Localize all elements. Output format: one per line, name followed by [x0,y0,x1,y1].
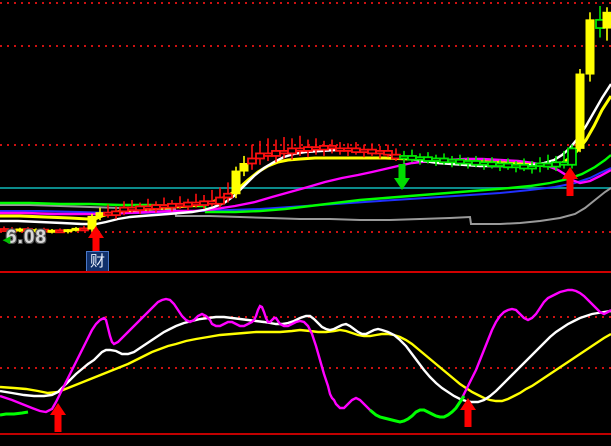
candle-body [367,148,377,155]
candle-body [55,229,65,234]
candle-body [31,229,41,233]
buy-arrow-osc-left-icon [50,403,66,432]
candle-body [439,157,449,164]
candle-body [335,147,345,152]
candle-body [423,156,433,162]
candle-body [279,149,289,155]
sell-arrow-mid-icon [394,164,410,190]
osc-k-line [0,309,611,404]
candle-body [271,149,281,157]
candle-body [159,204,169,209]
candle-body [575,73,585,149]
candle-body [567,147,577,166]
osc-j-oversold-segment [0,410,29,417]
candle-body [295,147,305,152]
price-chart-background [0,0,611,272]
candle-body [487,161,497,167]
candle-body [551,161,561,168]
candle-body [263,152,273,157]
buy-arrow-right-icon [562,167,578,196]
ma-green-line [0,154,611,214]
candle-body [471,160,481,166]
candle-body [535,162,545,167]
candle-body [103,211,113,217]
candle-body [303,146,313,152]
candle-body [231,170,241,195]
ma-magenta-line [0,157,611,216]
candle-body [127,206,137,212]
candle-body [503,162,513,169]
candle-body [527,165,537,170]
candle-body [343,147,353,152]
candle-body [135,205,145,212]
oscillator-background [0,274,611,446]
candle-body [71,227,81,231]
buy-arrow-left-icon [88,226,104,252]
candle-body [119,206,129,213]
candle-body [39,228,49,233]
candle-body [391,153,401,160]
candle-body [215,196,225,205]
candle-body [495,162,505,167]
candle-body [23,228,33,232]
candle-body [327,144,337,150]
osc-j-oversold-segment-2 [369,395,466,424]
candle-body [167,202,177,209]
candle-body [287,147,297,155]
candle-body [47,229,57,233]
buy-arrow-osc-right-icon [460,398,476,427]
osc-d-line [0,328,611,403]
candle-body [247,157,257,165]
candle-body [351,147,361,154]
candle-body [239,163,249,172]
candle-body [63,229,73,233]
candle-body [319,144,329,151]
candle-body [223,192,233,199]
candle-body [79,227,89,232]
bottom-rule [0,433,611,435]
candle-body [519,163,529,170]
candle-body [15,228,25,232]
candle-body [602,11,611,29]
candlestick-series[interactable] [0,6,611,234]
left-arrow-icon: ◄ [0,232,13,247]
candle-body [87,215,97,230]
kdj-oscillator-svg[interactable] [0,274,611,446]
price-chart-panel[interactable]: 6.08 ◄ 财 [0,0,611,272]
candle-body [399,155,409,160]
candle-body [559,161,569,166]
candle-body [111,210,121,217]
candle-body [455,158,465,165]
candle-body [95,212,105,217]
candle-body [207,200,217,205]
buy-signal-tag[interactable]: 财 [86,251,110,272]
candle-body [479,161,489,166]
candle-body [199,200,209,206]
candle-body [359,148,369,154]
candle-body [375,149,385,155]
candle-body [543,162,553,168]
panel-divider [0,271,611,273]
candle-body [311,146,321,151]
price-chart-svg[interactable] [0,0,611,272]
candle-body [585,19,595,75]
candle-body [151,204,161,210]
candle-body [183,201,193,208]
candle-body [415,156,425,161]
candle-body [0,228,9,232]
candle-body [447,158,457,164]
candle-body [175,202,185,208]
candle-body [431,157,441,162]
candle-body [255,152,265,160]
candle-body [191,201,201,206]
candle-body [383,149,393,156]
kdj-oscillator-panel[interactable] [0,274,611,446]
candle-body [463,160,473,165]
candle-body [511,163,521,169]
osc-j-line [0,288,611,424]
candle-body [407,155,417,161]
candle-body [143,205,153,210]
